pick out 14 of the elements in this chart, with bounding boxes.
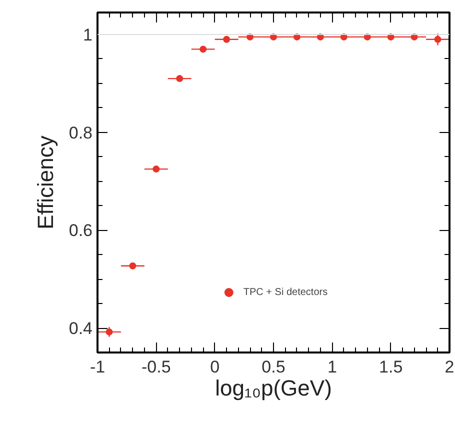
x-tick-label: -0.5 [142,358,171,376]
y-tick-label: 1 [83,26,93,45]
y-tick-label: 0.4 [68,319,93,338]
x-tick-label: 0.5 [262,358,286,376]
x-tick-label: 1.5 [379,358,403,376]
x-axis-title: log₁₀p(GeV) [215,376,332,400]
x-tick-label: -1 [90,358,106,376]
y-axis-title: Efficiency [32,136,58,230]
x-tick-label: 1 [327,358,337,376]
y-tick-label: 0.6 [68,221,93,240]
x-tick-label: 2 [444,358,454,376]
legend-label: TPC + Si detectors [243,286,328,298]
y-tick-label: 0.8 [68,123,93,142]
x-tick-label: 0 [210,358,220,376]
